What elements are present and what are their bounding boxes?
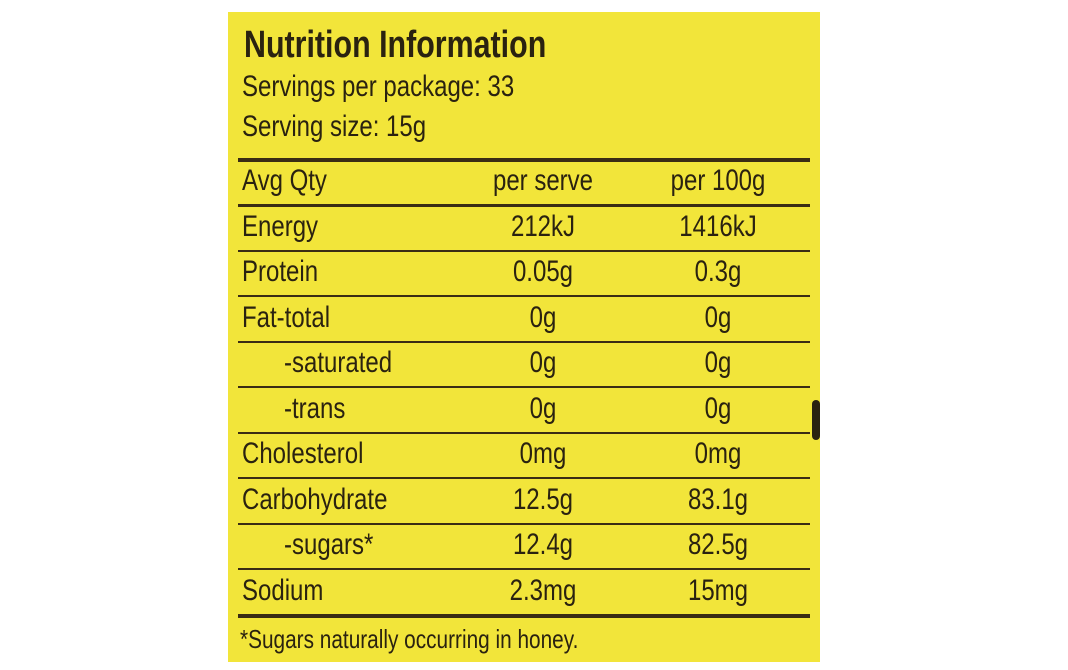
nutrient-value: 0.05g <box>512 255 574 288</box>
rule <box>238 340 810 343</box>
servings: Servings per package: 33 <box>242 70 515 103</box>
column-header: per serve <box>492 164 594 197</box>
table-row: Protein 0.05g 0.3g <box>228 251 820 297</box>
rule <box>238 477 810 479</box>
title: Nutrition Information <box>244 24 547 66</box>
footnote: *Sugars naturally occurring in honey. <box>240 624 579 654</box>
rule <box>238 568 810 570</box>
nutrient-value: 83.1g <box>687 482 749 516</box>
nutrient-name: -saturated <box>284 346 393 379</box>
nutrient-value: 0mg <box>694 437 742 470</box>
serving-size: Serving size: 15g <box>242 110 427 143</box>
nutrient-name: Protein <box>242 255 319 288</box>
table-row: Cholesterol 0mg 0mg <box>228 433 820 479</box>
nutrient-name: -trans <box>284 391 346 425</box>
nutrient-name: Carbohydrate <box>242 482 388 516</box>
table-row: -trans 0g 0g <box>228 388 820 434</box>
column-header: Avg Qty <box>242 164 327 197</box>
nutrient-value: 2.3mg <box>509 573 577 607</box>
table-row: Fat-total 0g 0g <box>228 297 820 343</box>
nutrient-value: 0g <box>704 346 732 379</box>
rule <box>238 249 810 252</box>
nutrient-value: 12.4g <box>512 528 574 561</box>
rule <box>238 431 810 434</box>
nutrient-value: 0g <box>529 300 557 334</box>
rule <box>238 386 810 388</box>
table-row: -saturated 0g 0g <box>228 342 820 388</box>
table-row: -sugars* 12.4g 82.5g <box>228 524 820 570</box>
table-row: Sodium 2.3mg 15mg <box>228 570 820 616</box>
nutrition-label: Nutrition Information Servings per packa… <box>228 12 820 662</box>
table-row: Energy 212kJ 1416kJ <box>228 206 820 252</box>
nutrient-value: 12.5g <box>512 482 574 516</box>
nutrient-value: 15mg <box>687 573 749 607</box>
header-row: Avg Qty per serve per 100g <box>228 160 820 206</box>
label-edge <box>812 400 820 440</box>
nutrient-name: Energy <box>242 209 319 243</box>
nutrient-name: Fat-total <box>242 300 331 334</box>
nutrient-name: Cholesterol <box>242 437 364 470</box>
nutrient-name: -sugars* <box>284 528 374 561</box>
nutrient-value: 0g <box>704 300 732 334</box>
rule <box>238 295 810 297</box>
nutrient-value: 0.3g <box>694 255 742 288</box>
nutrient-value: 1416kJ <box>679 209 757 243</box>
rule <box>238 522 810 525</box>
nutrient-value: 212kJ <box>510 209 576 243</box>
rule <box>238 203 810 207</box>
rule <box>238 613 810 618</box>
nutrient-value: 0g <box>529 346 557 379</box>
nutrient-name: Sodium <box>242 573 324 607</box>
table-row: Carbohydrate 12.5g 83.1g <box>228 479 820 525</box>
nutrient-value: 0g <box>529 391 557 425</box>
nutrient-value: 82.5g <box>687 528 749 561</box>
rule <box>238 158 810 162</box>
nutrient-value: 0g <box>704 391 732 425</box>
nutrient-value: 0mg <box>519 437 567 470</box>
column-header: per 100g <box>670 164 766 197</box>
